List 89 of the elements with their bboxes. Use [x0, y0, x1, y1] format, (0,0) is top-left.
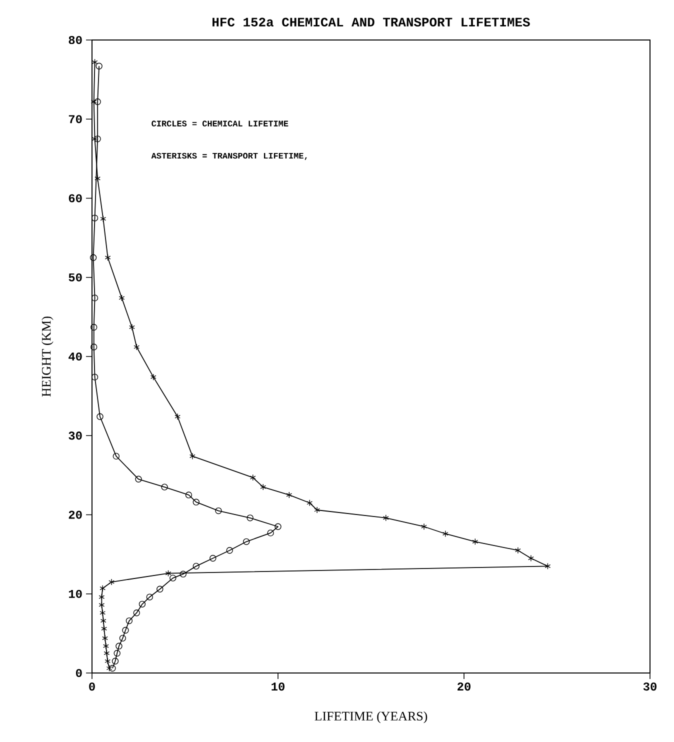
point [122, 626, 129, 634]
point [90, 254, 97, 261]
x-tick-label: 0 [89, 682, 95, 691]
point [104, 254, 111, 261]
y-tick-label: 50 [68, 273, 82, 282]
point [104, 650, 110, 657]
annotation: CIRCLES = CHEMICAL LIFETIME [152, 120, 288, 126]
point [210, 554, 216, 562]
point [94, 175, 101, 182]
x-tick-label: 10 [272, 682, 284, 691]
point [138, 600, 146, 608]
point [382, 514, 389, 522]
point [96, 62, 102, 70]
point [528, 554, 534, 562]
point [100, 610, 106, 616]
y-tick-label: 40 [68, 352, 82, 361]
point [112, 658, 119, 664]
point [156, 586, 164, 592]
point [170, 574, 176, 582]
point [161, 484, 168, 490]
point [126, 617, 133, 624]
point [90, 324, 98, 331]
point [96, 413, 104, 420]
point [165, 570, 172, 577]
point [134, 344, 140, 350]
point [103, 642, 109, 650]
point [104, 658, 111, 664]
x-axis-title: LIFETIME (YEARS) [314, 711, 428, 724]
point [92, 58, 98, 66]
point [267, 530, 274, 536]
point [190, 452, 196, 460]
point [100, 585, 106, 592]
point [274, 523, 282, 530]
y-tick-label: 80 [68, 36, 82, 44]
point [421, 523, 427, 530]
point [98, 594, 105, 600]
y-tick-label: 60 [68, 194, 82, 202]
point [90, 344, 98, 350]
point [442, 530, 448, 538]
y-tick-label: 70 [68, 115, 82, 124]
annotation: ASTERISKS = TRANSPORT LIFETIME, [151, 152, 307, 160]
point [180, 570, 186, 578]
point [135, 476, 142, 482]
point [306, 500, 313, 506]
point [146, 594, 153, 600]
point [226, 547, 233, 554]
point [102, 634, 108, 642]
point [192, 562, 200, 570]
point [92, 136, 98, 142]
y-tick-label: 0 [76, 668, 82, 678]
y-tick-label: 30 [68, 432, 82, 440]
point [118, 294, 125, 302]
point [133, 610, 140, 616]
point [215, 507, 222, 514]
point [106, 664, 112, 672]
point [174, 413, 180, 420]
point [544, 562, 551, 570]
point [472, 538, 478, 545]
point [246, 514, 254, 522]
point [94, 98, 101, 106]
point [286, 492, 292, 498]
point [515, 547, 521, 554]
point [116, 642, 122, 650]
point [100, 215, 106, 222]
y-tick-label: 10 [68, 590, 82, 598]
x-tick-label: 20 [458, 682, 470, 691]
point [260, 484, 266, 490]
point [250, 474, 256, 481]
point [150, 374, 156, 380]
point [108, 578, 114, 586]
point [192, 498, 200, 506]
y-tick-label: 20 [68, 510, 82, 519]
point [243, 538, 250, 545]
point [94, 136, 101, 142]
point [119, 634, 126, 642]
point [98, 602, 105, 608]
point [100, 617, 106, 624]
chart-title: HFC 152a CHEMICAL AND TRANSPORT LIFETIMES [212, 18, 530, 27]
x-tick-label: 30 [643, 682, 656, 691]
point [112, 452, 120, 460]
point [109, 664, 116, 672]
point [314, 506, 320, 514]
point [114, 650, 120, 657]
point [185, 492, 192, 498]
point [91, 374, 98, 380]
y-axis-title: HEIGHT (KM) [42, 316, 54, 397]
point [129, 324, 135, 331]
point [101, 625, 108, 632]
point [90, 98, 97, 106]
